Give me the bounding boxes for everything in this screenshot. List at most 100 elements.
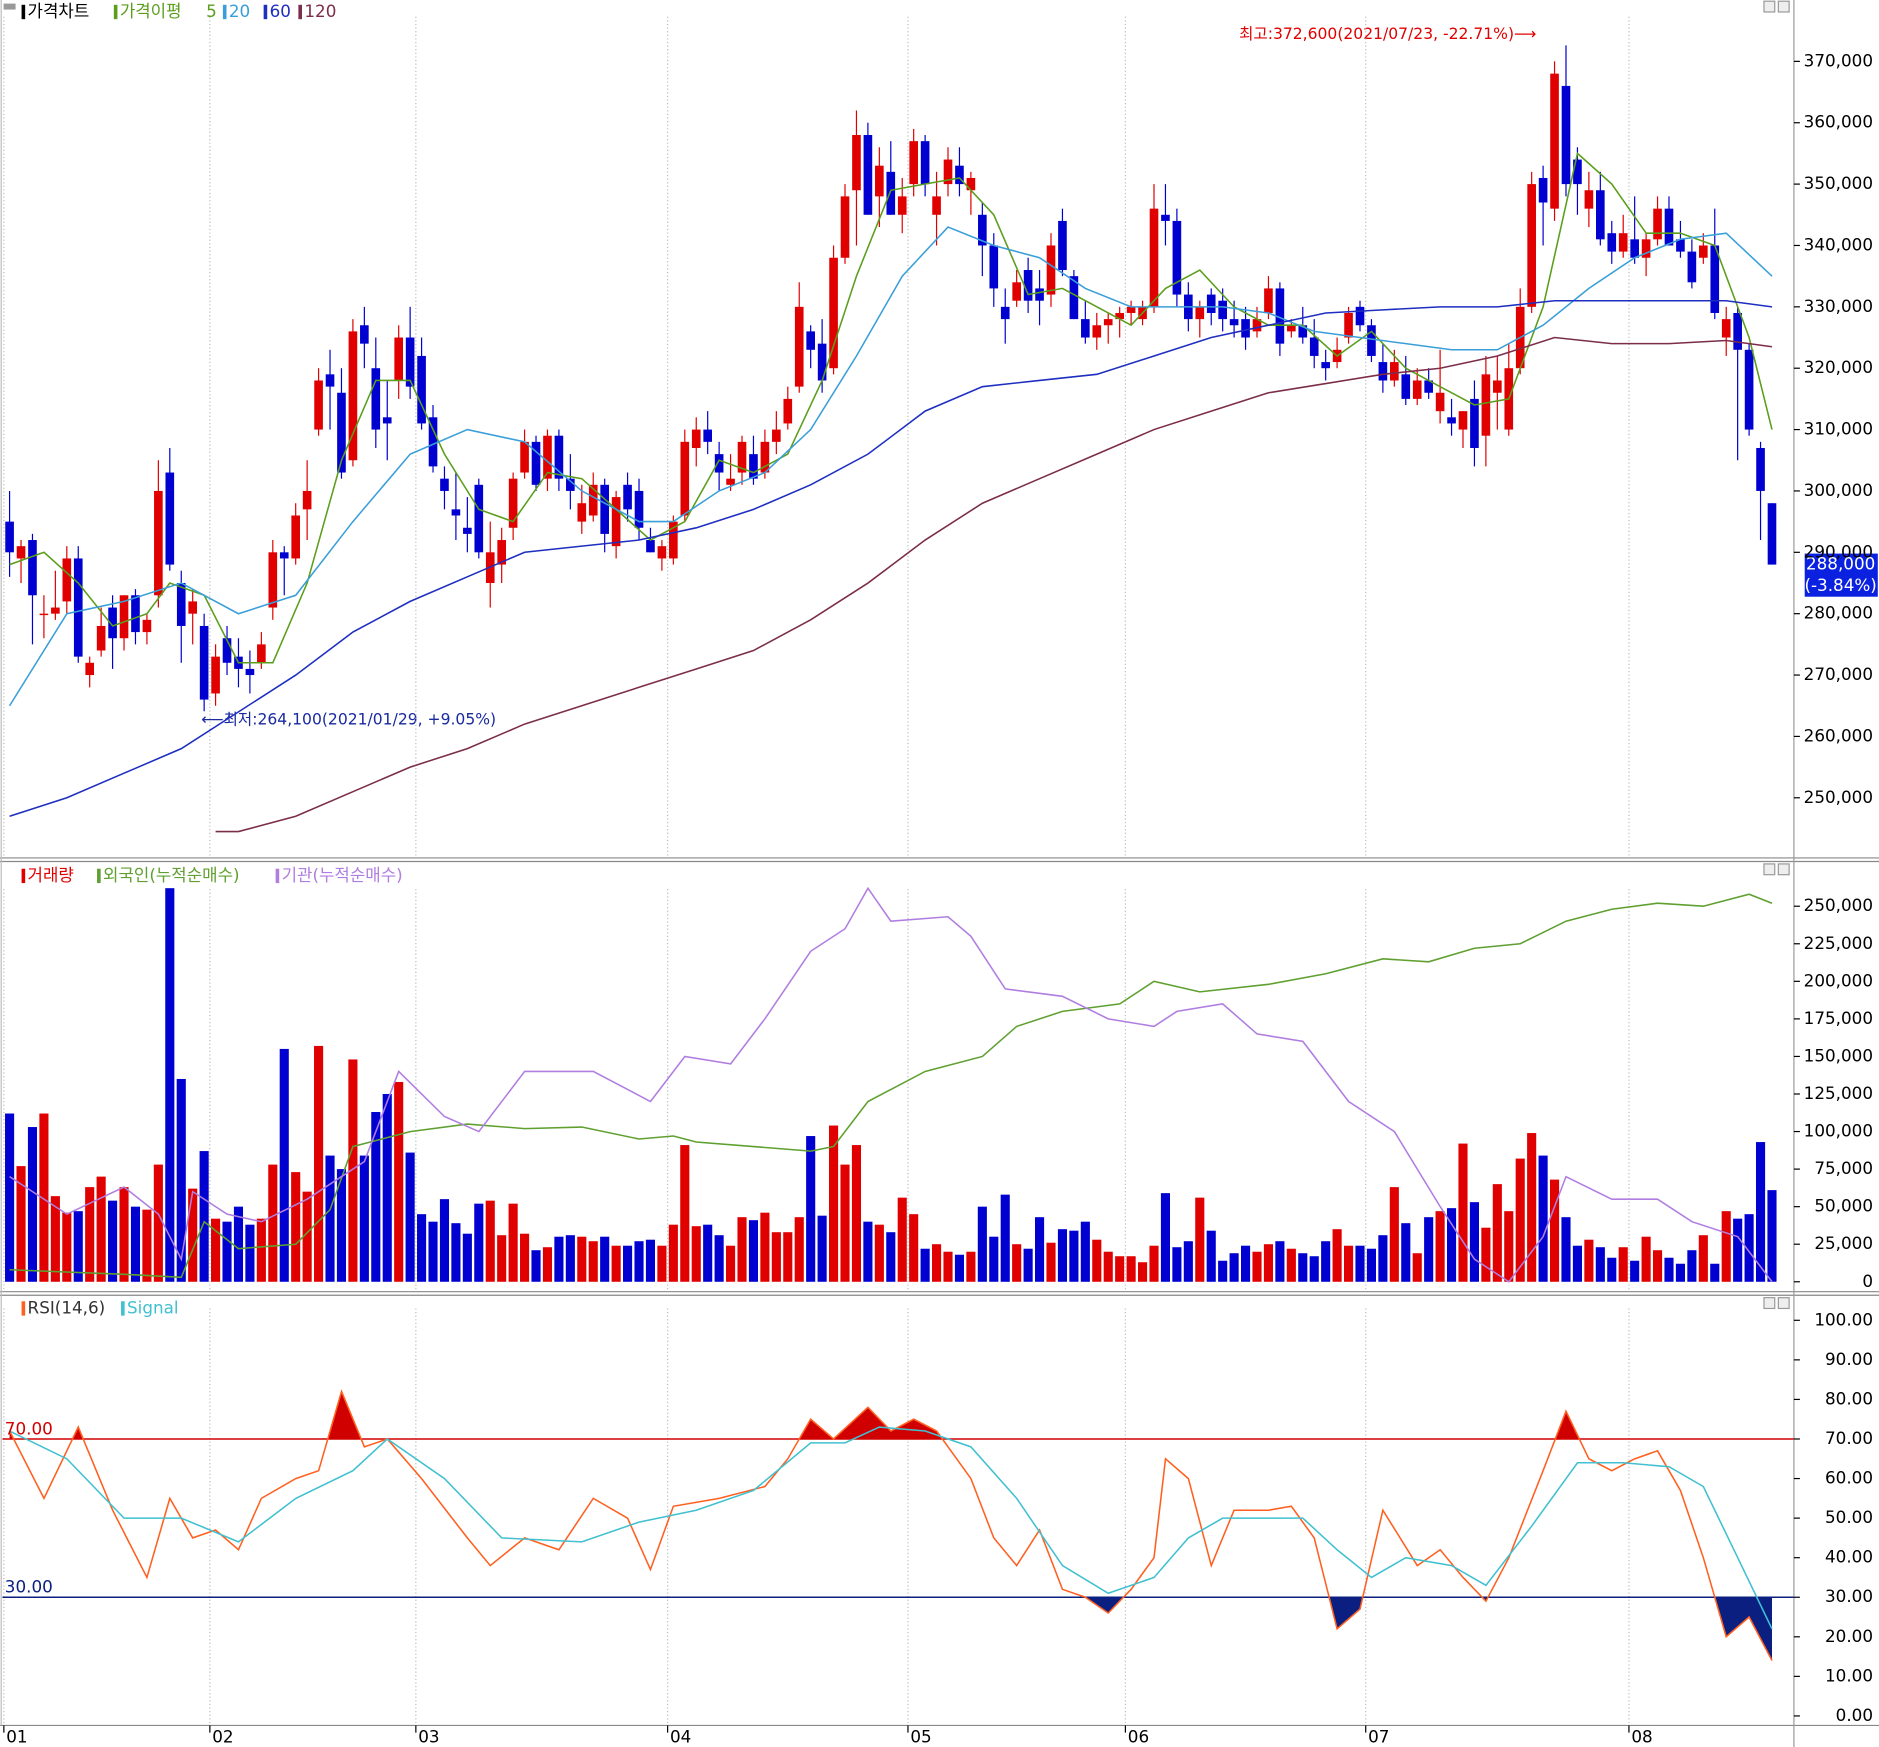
volume-bar	[1195, 1197, 1205, 1282]
pane-plot	[5, 45, 1777, 833]
y-tick-label: 225,000	[1804, 933, 1873, 953]
volume-bar	[1446, 1208, 1457, 1282]
legend-swatch	[298, 4, 302, 20]
candle-body	[176, 582, 186, 626]
close-button[interactable]	[1777, 1297, 1790, 1310]
candle-body	[1412, 380, 1422, 399]
close-button[interactable]	[1777, 863, 1790, 876]
candle-body	[989, 245, 999, 289]
candle-body	[566, 478, 575, 491]
legend-swatch	[21, 4, 26, 20]
candle-body	[794, 306, 804, 387]
candle-body	[154, 490, 163, 596]
minimize-button[interactable]	[1763, 863, 1776, 876]
y-tick-label: 310,000	[1804, 419, 1873, 439]
y-tick-label: 0	[1862, 1271, 1873, 1291]
candle-body	[268, 552, 278, 608]
candle-body	[1298, 325, 1308, 338]
candle-body	[1664, 208, 1674, 246]
moving-average-line	[215, 336, 1773, 833]
candle-body	[73, 558, 83, 657]
volume-bar	[1080, 1221, 1090, 1282]
volume-bar	[1412, 1253, 1422, 1282]
volume-bar	[1103, 1251, 1113, 1282]
candle-body	[1561, 85, 1571, 185]
candle-body	[1069, 276, 1079, 320]
volume-bar	[1572, 1245, 1582, 1282]
volume-bar	[336, 1169, 347, 1282]
y-tick-label: 350,000	[1804, 173, 1873, 193]
candle-body	[1699, 245, 1708, 258]
candle-body	[1367, 325, 1376, 356]
candle-body	[314, 380, 323, 430]
volume-bar	[623, 1245, 633, 1282]
volume-bar	[817, 1215, 827, 1282]
volume-bar	[73, 1211, 83, 1282]
legend-label: RSI(14,6)	[28, 1297, 106, 1317]
volume-bar	[1630, 1260, 1640, 1282]
candle-body	[978, 214, 987, 246]
legend-label: 거래량	[28, 865, 74, 885]
candle-body	[62, 558, 72, 602]
volume-bar	[371, 1112, 381, 1282]
y-tick-label: 0.00	[1836, 1705, 1873, 1725]
candle-body	[1470, 398, 1479, 448]
candle-body	[600, 484, 609, 534]
volume-bar	[542, 1247, 553, 1282]
y-tick-label: 100,000	[1804, 1121, 1873, 1141]
volume-bar	[554, 1236, 564, 1282]
candle-body	[1676, 239, 1685, 252]
volume-bar	[588, 1241, 598, 1282]
volume-bar	[462, 1233, 472, 1282]
volume-bar	[451, 1223, 461, 1282]
volume-bar	[760, 1212, 770, 1282]
candle-body	[886, 171, 896, 215]
volume-bar	[977, 1206, 987, 1282]
volume-bar	[325, 1155, 335, 1282]
volume-bar	[531, 1250, 541, 1282]
volume-bar	[1321, 1241, 1331, 1282]
volume-bar	[645, 1239, 656, 1282]
volume-bar	[1664, 1257, 1674, 1282]
minimize-button[interactable]	[1763, 0, 1776, 13]
candle-body	[1058, 220, 1067, 271]
pane-buttons[interactable]	[1763, 0, 1790, 1310]
volume-bar	[600, 1236, 610, 1282]
candle-body	[142, 619, 152, 633]
minimize-button[interactable]	[1763, 1297, 1776, 1310]
legend-swatch	[97, 868, 101, 884]
candle-body	[245, 668, 255, 676]
x-tick-label: 02	[212, 1726, 233, 1746]
volume-bar	[932, 1244, 942, 1282]
candle-body	[737, 441, 747, 473]
y-tick-label: 50.00	[1825, 1507, 1873, 1527]
x-tick-label: 08	[1631, 1726, 1652, 1746]
candle-body	[897, 196, 907, 215]
candle-body	[1435, 392, 1445, 412]
moving-average-line	[8, 226, 1773, 707]
moving-average-line	[9, 151, 1773, 664]
candle-body	[1000, 306, 1010, 320]
close-button[interactable]	[1777, 0, 1790, 13]
candle-body	[1630, 239, 1639, 258]
y-tick-label: 25,000	[1814, 1233, 1873, 1253]
candle-body	[1241, 319, 1250, 338]
legend-swatch	[21, 1301, 26, 1316]
candle-body	[1641, 239, 1651, 258]
legend-label: 60	[270, 1, 291, 21]
candle-body	[760, 441, 770, 473]
candle-body	[1687, 251, 1697, 283]
volume-bar	[439, 1199, 450, 1282]
candle-body	[1550, 73, 1559, 209]
volume-bar	[1767, 1190, 1777, 1282]
candle-body	[348, 331, 358, 461]
candle-body	[1287, 325, 1296, 332]
candle-body	[1653, 208, 1662, 240]
volume-bar	[1241, 1245, 1251, 1282]
volume-bar	[1652, 1250, 1663, 1282]
volume-bar	[748, 1220, 759, 1282]
candle-body	[691, 429, 701, 448]
candle-body	[417, 355, 426, 424]
rsi-line	[8, 1389, 1773, 1661]
candle-body	[131, 595, 140, 633]
